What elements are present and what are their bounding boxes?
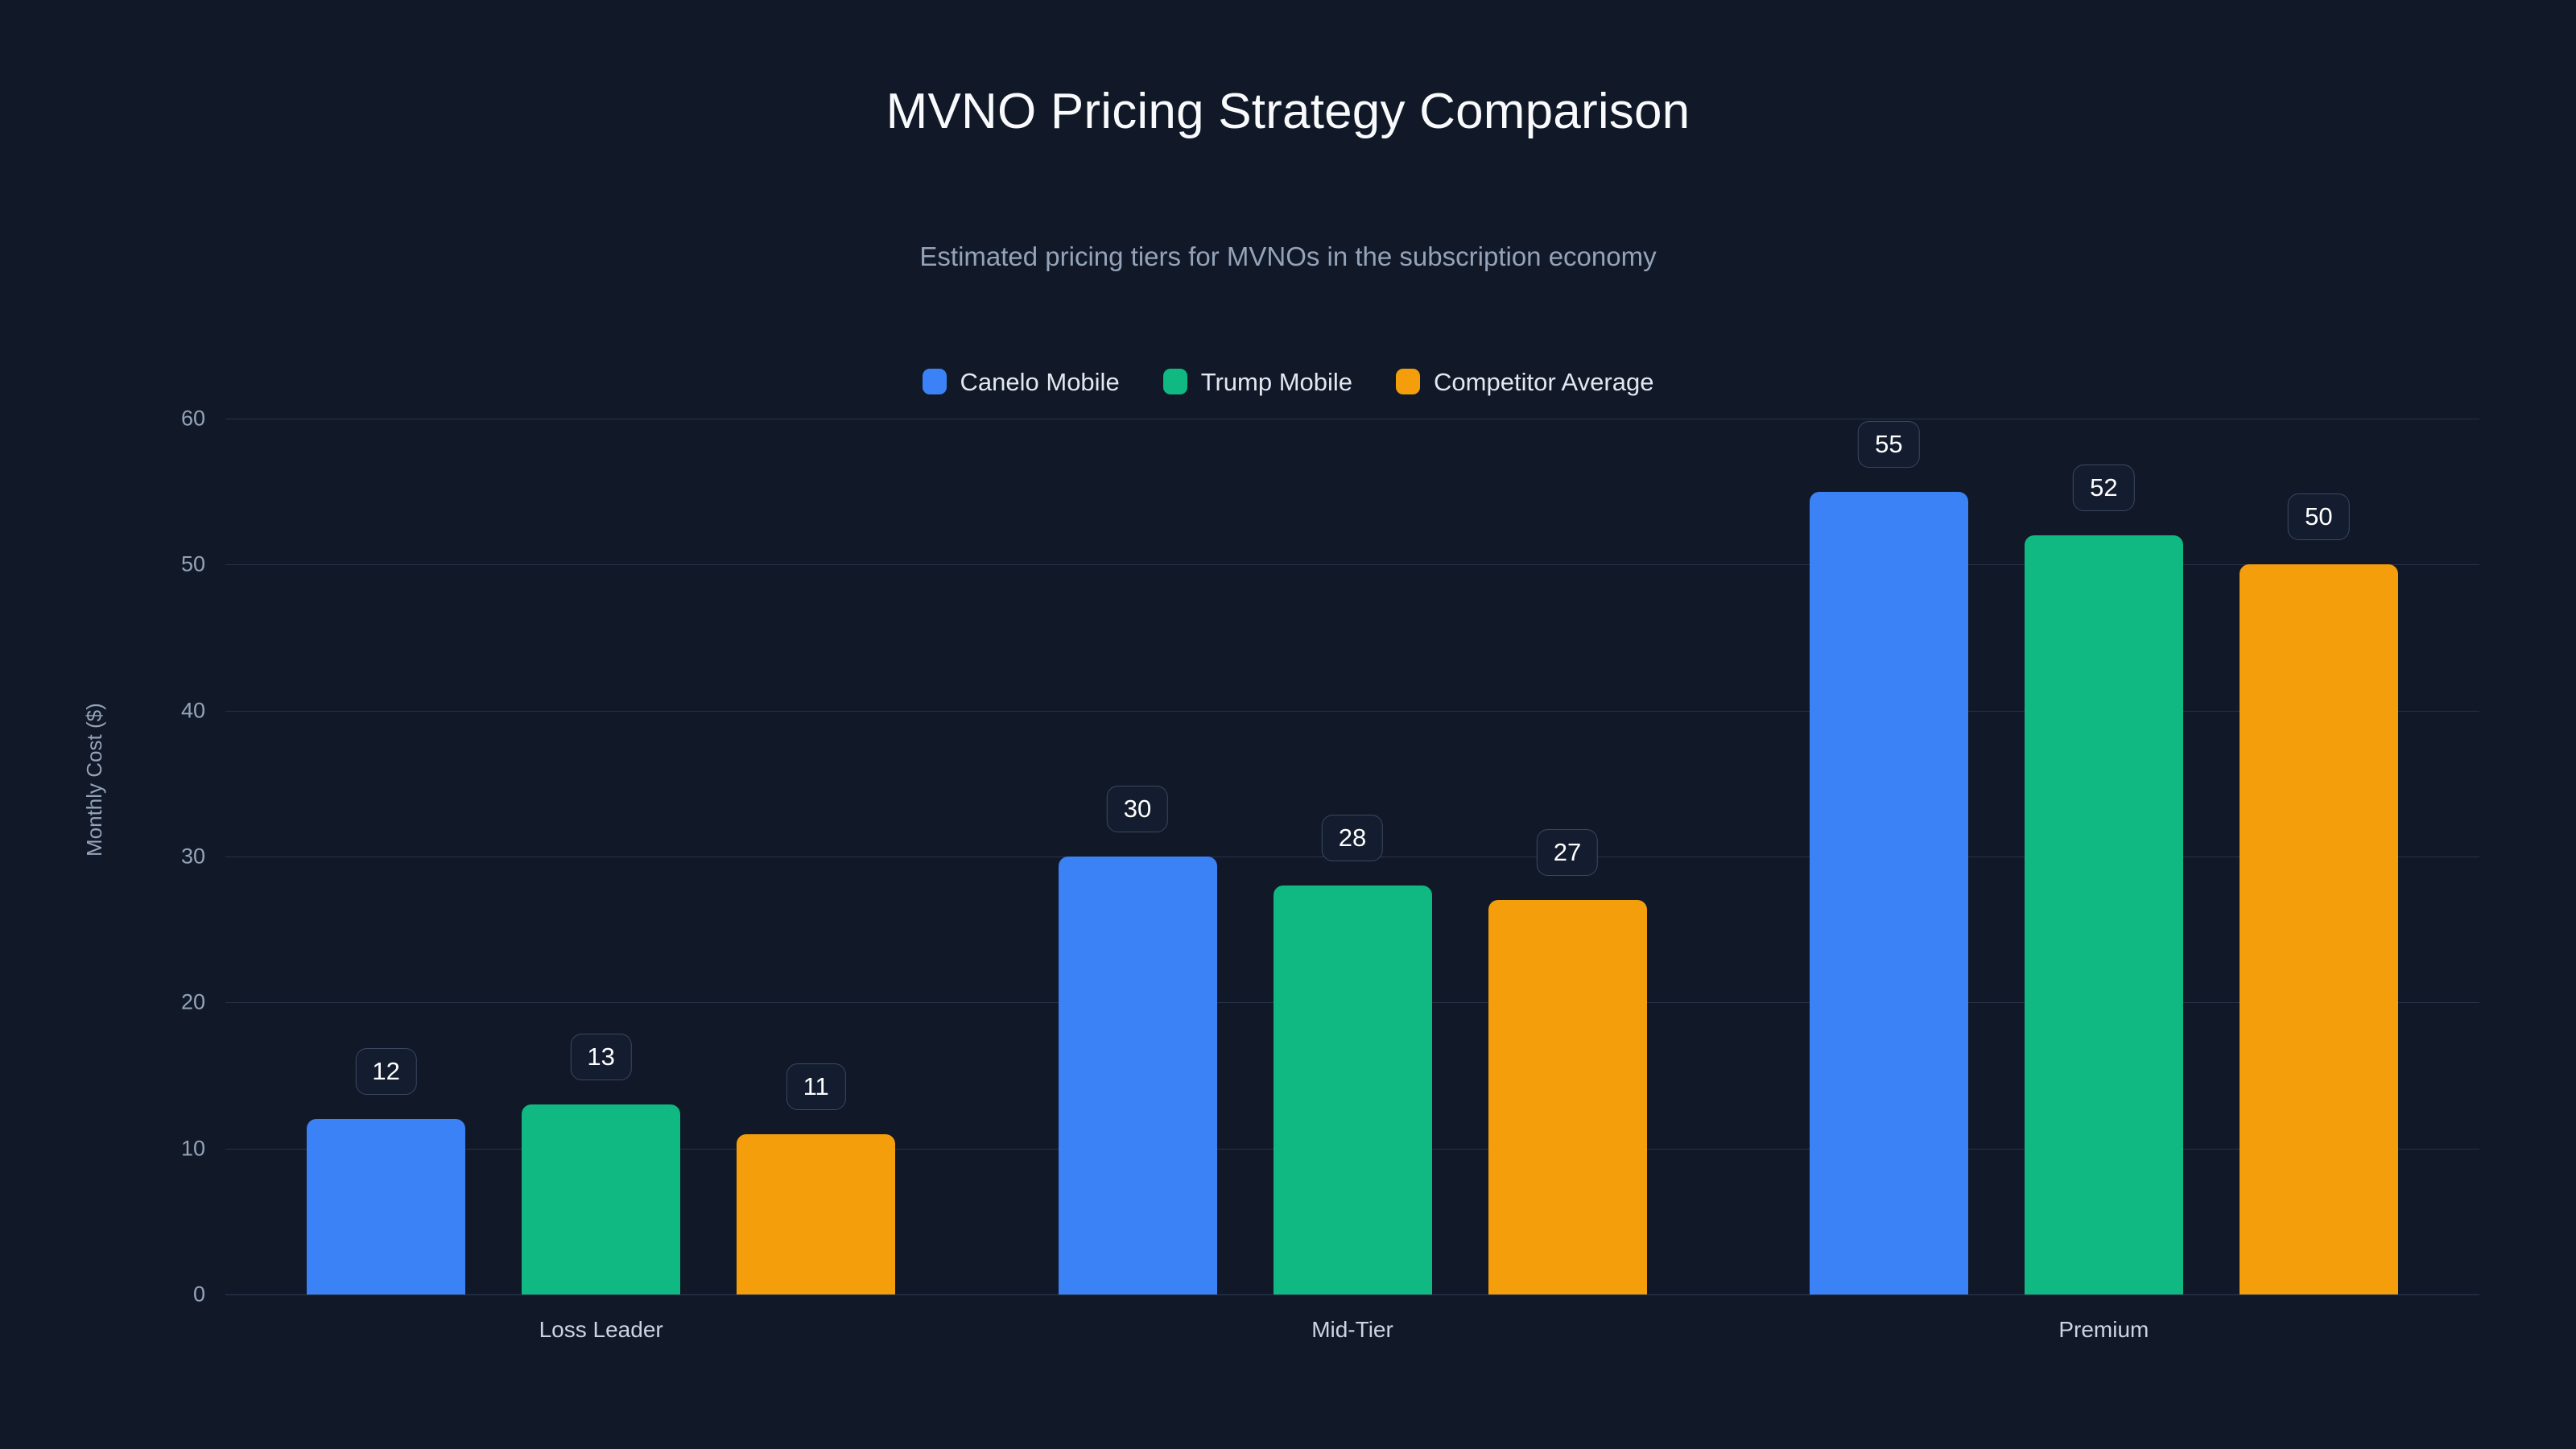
- value-label-premium-canelo-mobile: 55: [1858, 420, 1920, 468]
- bar-loss-leader-canelo-mobile[interactable]: [307, 1119, 466, 1294]
- value-label-loss-leader-canelo-mobile: 12: [355, 1048, 417, 1096]
- legend-item-trump-mobile[interactable]: Trump Mobile: [1162, 367, 1353, 396]
- legend-swatch-competitor-average: [1396, 369, 1421, 394]
- bar-premium-trump-mobile[interactable]: [2024, 535, 2183, 1294]
- value-label-premium-competitor-average: 50: [2288, 493, 2350, 541]
- y-tick-label-0: 0: [192, 1282, 205, 1307]
- legend-label-trump-mobile: Trump Mobile: [1200, 367, 1353, 396]
- legend-swatch-trump-mobile: [1162, 369, 1187, 394]
- plot-area: 12 13 11 30 28 27 55 52 50: [225, 419, 2479, 1295]
- chart-legend: Canelo Mobile Trump Mobile Competitor Av…: [0, 369, 2576, 394]
- bar-loss-leader-competitor-average[interactable]: [737, 1133, 896, 1294]
- bar-loss-leader-trump-mobile[interactable]: [522, 1104, 681, 1294]
- y-tick-label-40: 40: [180, 698, 205, 723]
- bar-mid-tier-competitor-average[interactable]: [1488, 900, 1647, 1294]
- x-category-label-premium: Premium: [2058, 1317, 2149, 1342]
- legend-item-competitor-average[interactable]: Competitor Average: [1396, 369, 1653, 394]
- bar-mid-tier-trump-mobile[interactable]: [1273, 886, 1432, 1294]
- value-label-mid-tier-canelo-mobile: 30: [1106, 786, 1169, 832]
- y-tick-label-50: 50: [180, 551, 205, 576]
- bar-premium-canelo-mobile[interactable]: [1809, 491, 1968, 1294]
- chart-subtitle: Estimated pricing tiers for MVNOs in the…: [919, 242, 1657, 271]
- y-axis-title: Monthly Cost ($): [82, 703, 106, 857]
- value-label-loss-leader-competitor-average: 11: [786, 1063, 846, 1110]
- x-category-label-loss-leader: Loss Leader: [539, 1317, 663, 1342]
- value-label-mid-tier-trump-mobile: 28: [1321, 815, 1384, 862]
- y-tick-label-60: 60: [180, 406, 205, 431]
- value-label-premium-trump-mobile: 52: [2073, 464, 2135, 512]
- legend-label-canelo-mobile: Canelo Mobile: [960, 367, 1120, 396]
- x-category-label-mid-tier: Mid-Tier: [1311, 1317, 1393, 1342]
- y-tick-label-20: 20: [180, 989, 205, 1014]
- y-tick-label-10: 10: [180, 1136, 205, 1161]
- legend-swatch-canelo-mobile: [922, 369, 947, 394]
- gridline-0: [225, 1294, 2479, 1295]
- bar-mid-tier-canelo-mobile[interactable]: [1058, 857, 1217, 1294]
- legend-label-competitor-average: Competitor Average: [1434, 367, 1654, 396]
- value-label-mid-tier-competitor-average: 27: [1536, 829, 1599, 877]
- gridline-50: [225, 564, 2479, 566]
- value-label-loss-leader-trump-mobile: 13: [570, 1034, 632, 1081]
- chart-title: MVNO Pricing Strategy Comparison: [886, 84, 1690, 139]
- gridline-40: [225, 710, 2479, 712]
- y-tick-label-30: 30: [180, 844, 205, 869]
- legend-item-canelo-mobile[interactable]: Canelo Mobile: [922, 367, 1120, 396]
- bar-premium-competitor-average[interactable]: [2239, 564, 2398, 1294]
